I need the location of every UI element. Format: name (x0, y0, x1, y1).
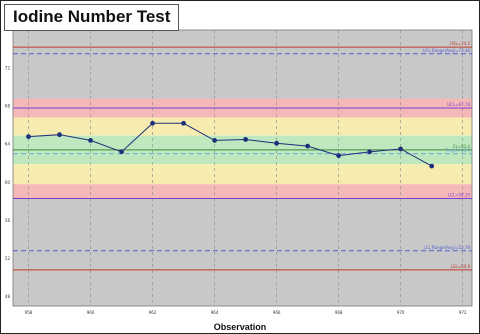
series-line (28, 122, 432, 167)
plot-border (12, 29, 473, 307)
data-point (212, 138, 217, 143)
x-tick-label: 964 (211, 310, 219, 315)
data-point (119, 149, 124, 155)
limit-label-ucl-range: UCL Range(Avg)=73.48 (423, 48, 471, 53)
y-tick-label: 52 (5, 256, 11, 261)
limits-layer: USL=74.2 UCL Range(Avg)=73.48 UCL=67.78 CL=… (13, 41, 472, 271)
zone-yellow-top (13, 117, 472, 136)
y-tick-label: 68 (5, 104, 11, 109)
y-tick-label: 56 (5, 218, 11, 223)
x-tick-label: 958 (25, 310, 33, 315)
x-tick-label: 960 (87, 310, 95, 315)
x-tick-label: 968 (335, 310, 343, 315)
data-point (88, 138, 93, 143)
series-layer (26, 120, 435, 169)
zone-yellow-bottom (13, 164, 472, 185)
grid-layer (12, 29, 473, 307)
data-point (243, 137, 249, 142)
data-point (150, 120, 155, 126)
limit-label-cl: CL=63.4 (453, 144, 471, 149)
data-point (305, 143, 311, 149)
limit-label-lsl: LSL=50.8 (451, 264, 471, 269)
y-tick-label: 48 (5, 294, 11, 299)
x-tick-label: 970 (397, 310, 405, 315)
limit-label-ucl: UCL=67.78 (447, 102, 470, 107)
zone-gray-bottom (13, 198, 472, 306)
data-point (429, 163, 435, 169)
ticks-layer: 958 960 962 964 966 968 970 972 72 68 64 60 56 52 48 (5, 66, 467, 315)
limit-label-lcl: LCL=58.29 (448, 192, 471, 197)
data-point (367, 149, 373, 155)
y-tick-label: 72 (5, 66, 11, 71)
zone-gray-top (13, 30, 472, 99)
x-tick-label: 962 (149, 310, 157, 315)
limit-label-target: Target=63.0 (444, 148, 470, 153)
y-tick-label: 60 (5, 180, 11, 185)
x-axis-label: Observation (213, 322, 267, 332)
zones-layer (13, 30, 472, 306)
data-point (398, 146, 404, 152)
data-point (274, 140, 280, 146)
x-tick-label: 972 (459, 310, 467, 315)
x-tick-label: 966 (273, 310, 281, 315)
limit-label-usl: USL=74.2 (450, 41, 470, 46)
data-point (26, 134, 31, 139)
data-point (57, 132, 62, 138)
data-point (181, 120, 186, 126)
limit-label-lcl-range: LCL Range(Avg)=52.78 (423, 245, 470, 250)
data-point (336, 153, 342, 159)
zone-red-bottom (13, 184, 472, 199)
y-tick-label: 64 (5, 142, 11, 147)
chart-title: Iodine Number Test (4, 4, 180, 31)
